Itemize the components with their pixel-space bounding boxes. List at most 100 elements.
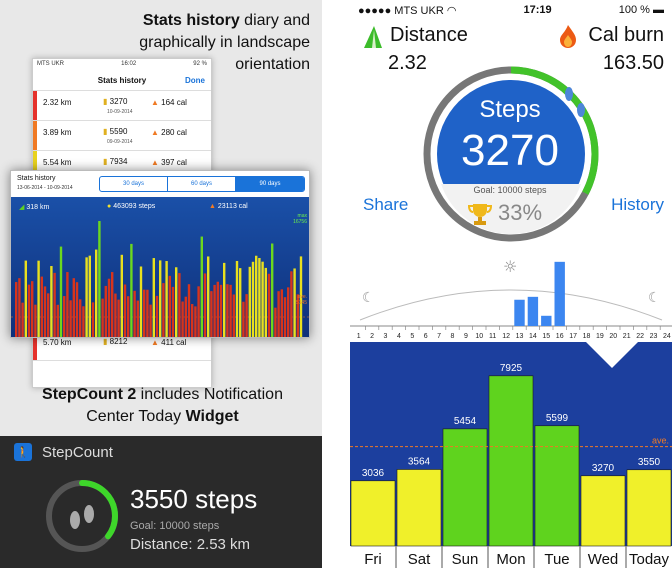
widget-app-name: StepCount <box>42 443 113 461</box>
row-color-bar <box>33 91 37 120</box>
history-button[interactable]: History <box>611 195 664 214</box>
landscape-bar <box>18 278 21 337</box>
landscape-bar <box>152 258 155 337</box>
nav-bar: Stats history Done <box>33 71 211 91</box>
landscape-bar <box>114 293 117 337</box>
battery-group: 100 % ▬ <box>619 4 664 16</box>
promo2-bold-2: Widget <box>185 408 239 425</box>
landscape-bar <box>248 266 251 337</box>
flame-icon: ▲ <box>151 158 162 167</box>
daily-category-label: Today <box>629 551 670 568</box>
hourly-tick-label: 16 <box>556 333 564 340</box>
landscape-bar <box>79 299 82 337</box>
landscape-sum-cal: ▲ 23113 cal <box>209 203 248 210</box>
landscape-bar <box>255 255 258 337</box>
landscape-title: Stats history <box>17 175 56 182</box>
hourly-tick-label: 15 <box>542 333 550 340</box>
flame-icon <box>560 25 576 48</box>
sum-steps-text: 463093 steps <box>113 203 156 210</box>
hourly-tick-label: 23 <box>650 333 658 340</box>
landscape-bar <box>149 304 152 337</box>
landscape-bar <box>165 261 168 337</box>
landscape-bar <box>251 261 255 337</box>
row-date: 10-09-2014 <box>107 109 133 115</box>
hourly-tick-label: 12 <box>502 333 510 340</box>
daily-category-label: Fri <box>364 551 382 568</box>
hourly-tick-label: 9 <box>464 333 468 340</box>
walker-icon: 🚶 <box>14 443 32 461</box>
main-screen: ●●●●● MTS UKR ◠ 17:19 100 % ▬ Distance 2… <box>350 0 672 568</box>
row-steps: ▮ 3270 <box>103 97 127 106</box>
promo-widget: StepCount 2 includes Notification Center… <box>10 384 315 428</box>
landscape-bar <box>117 299 120 337</box>
landscape-bar <box>107 278 111 337</box>
landscape-bar <box>133 290 136 337</box>
footprints-icon <box>70 505 94 529</box>
row-steps: ▮ 7934 <box>103 157 127 166</box>
landscape-range: 13-06-2014 - 10-09-2014 <box>17 185 73 191</box>
hourly-tick-label: 4 <box>397 333 401 340</box>
history-row[interactable]: 5.70 km ▮ 8212 ▲ 411 cal <box>33 331 211 361</box>
landscape-bar <box>235 260 239 337</box>
history-row[interactable]: 2.32 km ▮ 3270 ▲ 164 cal 10-09-2014 <box>33 91 211 121</box>
segment-60-days[interactable]: 60 days <box>168 177 236 191</box>
row-color-bar <box>33 331 37 360</box>
landscape-bar <box>31 281 34 337</box>
landscape-max: max 16756 <box>293 213 307 225</box>
landscape-bar <box>162 283 165 337</box>
daily-bar <box>626 469 672 547</box>
daily-value-label: 3270 <box>592 463 615 474</box>
phone-status-bar: MTS UKR 16:02 92 % <box>33 59 211 71</box>
battery: 92 % <box>193 61 207 67</box>
hourly-tick-label: 10 <box>475 333 483 340</box>
today-widget[interactable]: 🚶 StepCount 3550 steps Goal: 10000 steps… <box>0 436 322 568</box>
flame-icon: ▲ <box>209 203 216 210</box>
row-steps-text: 8212 <box>109 337 128 346</box>
steps-value: 3270 <box>461 126 559 175</box>
landscape-bar <box>187 284 191 337</box>
landscape-bar <box>274 307 277 337</box>
history-row[interactable]: 3.89 km ▮ 5590 ▲ 280 cal 09-09-2014 <box>33 121 211 151</box>
landscape-bar <box>139 266 143 337</box>
landscape-bar <box>290 271 293 337</box>
row-color-bar <box>33 151 37 180</box>
landscape-bar <box>239 268 242 337</box>
segment-90-days[interactable]: 90 days <box>236 177 304 191</box>
landscape-bar <box>245 294 248 337</box>
row-steps-text: 5590 <box>109 127 128 136</box>
moon-icon: ☾ <box>648 290 661 306</box>
done-button[interactable]: Done <box>185 76 205 85</box>
share-button[interactable]: Share <box>363 195 409 214</box>
segment-30-days[interactable]: 30 days <box>100 177 168 191</box>
daily-chart: 3036 Fri 3564 Sat 5454 Sun 7925 Mon 5599 Tue 3270 W… <box>350 342 672 568</box>
ring-progress <box>46 480 118 552</box>
landscape-sum-km: ◢ 318 km <box>19 203 49 211</box>
flame-icon: ▲ <box>151 128 162 137</box>
landscape-bar <box>216 281 219 337</box>
row-cal: ▲ 280 cal <box>151 128 187 137</box>
promo2-text-2: Center Today <box>86 408 186 425</box>
wifi-icon: ◠ <box>446 4 457 17</box>
cal-burn-label: Cal burn <box>588 24 664 46</box>
daily-value-label: 3564 <box>408 456 431 467</box>
carrier-group: ●●●●● MTS UKR ◠ <box>358 4 457 17</box>
row-km: 5.54 km <box>43 158 72 167</box>
landscape-bar <box>219 284 223 337</box>
distance-value: 2.32 <box>388 52 427 74</box>
hourly-tick-label: 18 <box>583 333 591 340</box>
landscape-bar <box>146 289 149 337</box>
landscape-bar <box>223 262 226 337</box>
landscape-bar <box>191 304 194 337</box>
sun-icon: ☼ <box>503 257 517 276</box>
hourly-bar <box>527 296 539 326</box>
range-segmented-control: 30 days 60 days 90 days <box>99 176 305 192</box>
landscape-bar <box>181 301 184 337</box>
daily-bar <box>396 469 442 547</box>
footprint-icon: ● <box>107 203 112 210</box>
row-km: 3.89 km <box>43 128 72 137</box>
landscape-bar <box>91 302 95 337</box>
row-cal-text: 397 cal <box>161 158 187 167</box>
row-steps-text: 3270 <box>109 97 128 106</box>
landscape-bar <box>293 268 296 337</box>
landscape-chart-card: Stats history 13-06-2014 - 10-09-2014 30… <box>10 170 310 338</box>
